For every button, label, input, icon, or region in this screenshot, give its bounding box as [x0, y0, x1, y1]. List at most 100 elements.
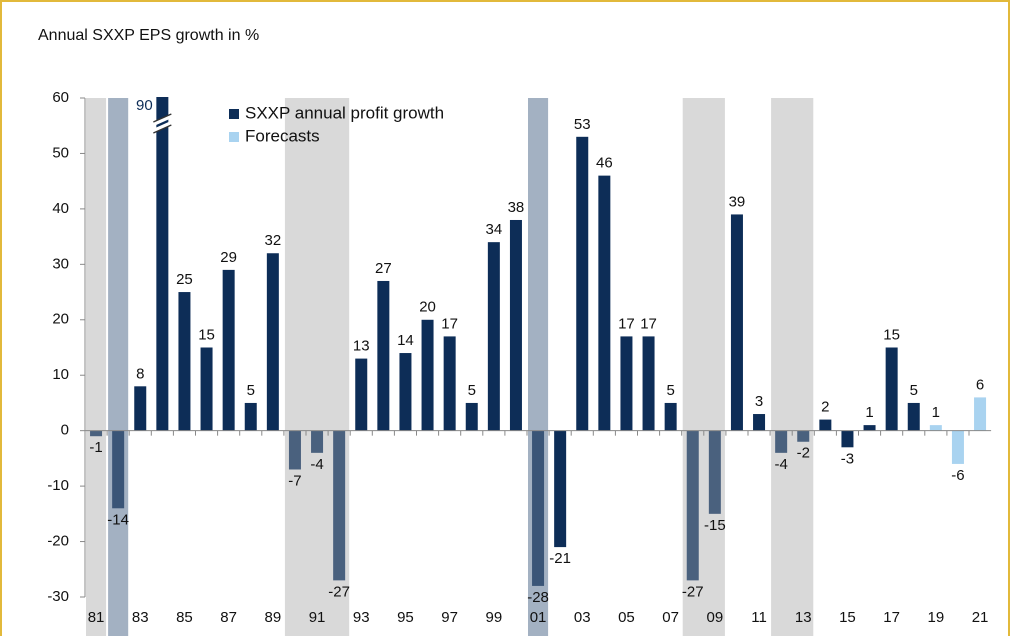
legend-label: SXXP annual profit growth: [245, 103, 444, 122]
recession-band: [108, 98, 129, 637]
data-label: -15: [704, 517, 726, 534]
x-tick-label: 87: [220, 609, 237, 626]
bar: [951, 430, 964, 464]
x-tick-label: 99: [486, 609, 503, 626]
y-tick-label: 0: [61, 422, 69, 439]
data-label: 1: [932, 404, 940, 421]
data-label: -6: [951, 467, 964, 484]
data-label: 17: [441, 315, 458, 332]
bar: [974, 397, 987, 431]
data-label: -7: [288, 472, 301, 489]
data-label: 15: [883, 326, 900, 343]
bar: [200, 347, 213, 431]
data-label: -1: [89, 439, 102, 456]
data-label: -3: [841, 450, 854, 467]
data-label: -2: [797, 445, 810, 462]
data-label: 5: [910, 382, 918, 399]
data-label: -27: [328, 583, 350, 600]
x-tick-label: 07: [662, 609, 679, 626]
bar: [399, 353, 412, 431]
bar: [266, 253, 279, 431]
bar: [443, 336, 456, 431]
bars: [90, 97, 987, 586]
legend-swatch: [229, 132, 239, 142]
bar: [664, 402, 677, 431]
bar: [620, 336, 633, 431]
data-label: 15: [198, 326, 215, 343]
axis-break: [153, 113, 172, 123]
x-tick-label: 19: [928, 609, 945, 626]
y-tick-label: 40: [52, 200, 69, 217]
x-tick-label: 09: [707, 609, 724, 626]
bar: [598, 175, 611, 431]
bar: [554, 430, 567, 548]
data-label: -28: [527, 589, 549, 606]
data-label: 14: [397, 332, 414, 349]
bar: [377, 280, 390, 431]
legend-swatch: [229, 109, 239, 119]
axis-break: [152, 121, 173, 133]
x-tick-label: 05: [618, 609, 635, 626]
bar: [686, 430, 699, 581]
bar: [797, 430, 810, 442]
data-label: 20: [419, 299, 436, 316]
axis-break: [152, 114, 173, 126]
data-label: 39: [729, 193, 746, 210]
recession-band: [86, 98, 107, 637]
x-tick-label: 01: [530, 609, 547, 626]
bar: [112, 430, 125, 509]
legend-label: Forecasts: [245, 126, 320, 145]
data-label: -4: [774, 456, 787, 473]
x-tick-label: 93: [353, 609, 370, 626]
bar: [576, 136, 589, 431]
data-label: -4: [310, 456, 323, 473]
x-tick-label: 89: [265, 609, 282, 626]
bar: [509, 219, 522, 431]
x-tick-label: 91: [309, 609, 326, 626]
data-label: 6: [976, 376, 984, 393]
recession-band: [771, 98, 814, 637]
x-tick-label: 97: [441, 609, 458, 626]
data-label: 32: [265, 232, 282, 249]
bar: [222, 269, 235, 431]
y-tick-label: 60: [52, 89, 69, 106]
data-label: 90: [136, 97, 153, 114]
data-label: 2: [821, 399, 829, 416]
data-label: 25: [176, 271, 193, 288]
data-label: 29: [220, 249, 237, 266]
data-label: -21: [549, 550, 571, 567]
data-label: 13: [353, 338, 370, 355]
data-label: 5: [468, 382, 476, 399]
bar: [532, 430, 545, 586]
data-label: 17: [618, 315, 635, 332]
x-tick-label: 13: [795, 609, 812, 626]
bar: [841, 430, 854, 448]
data-label: -14: [107, 511, 129, 528]
data-label: 3: [755, 393, 763, 410]
data-label: 34: [486, 221, 503, 238]
x-tick-label: 21: [972, 609, 989, 626]
bar: [311, 430, 324, 453]
bar: [178, 292, 191, 431]
x-tick-label: 03: [574, 609, 591, 626]
bar: [642, 336, 655, 431]
bar: [333, 430, 346, 581]
bar: [156, 97, 169, 431]
bar: [288, 430, 301, 470]
y-tick-label: -10: [47, 477, 69, 494]
x-tick-label: 15: [839, 609, 856, 626]
x-tick-label: 85: [176, 609, 193, 626]
data-label: 8: [136, 365, 144, 382]
bar: [90, 430, 103, 437]
y-tick-label: 50: [52, 144, 69, 161]
bar: [355, 358, 368, 431]
bar: [819, 419, 832, 431]
data-label: 5: [666, 382, 674, 399]
data-label: 17: [640, 315, 657, 332]
y-tick-label: -20: [47, 533, 69, 550]
bar: [730, 214, 743, 431]
data-label: 46: [596, 155, 613, 172]
bar: [134, 386, 147, 431]
